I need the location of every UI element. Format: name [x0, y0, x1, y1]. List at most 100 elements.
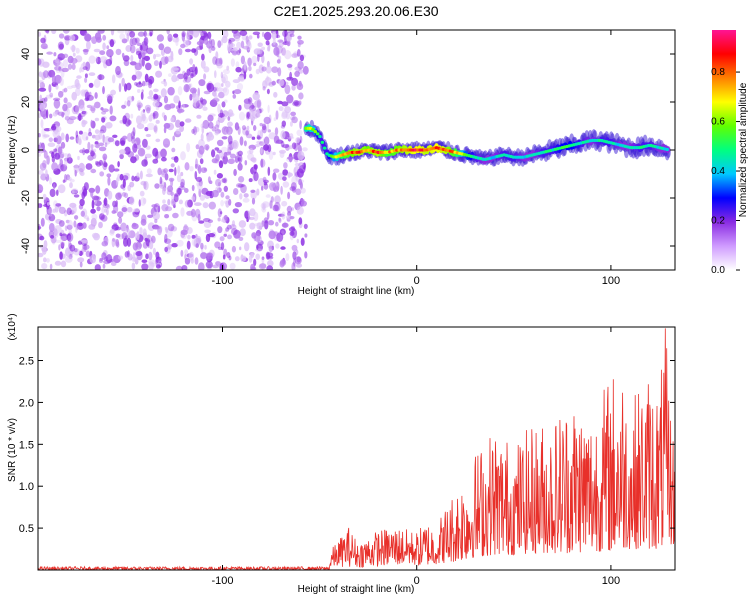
noise-blob	[167, 243, 172, 250]
noise-blob	[212, 56, 218, 65]
chart-title: C2E1.2025.293.20.06.E30	[273, 3, 438, 19]
noise-blob	[238, 220, 247, 228]
noise-blob	[205, 190, 214, 197]
noise-blob	[180, 151, 186, 161]
noise-blob	[281, 120, 286, 127]
noise-blob	[106, 208, 109, 216]
noise-blob	[291, 244, 298, 252]
noise-blob	[294, 66, 302, 71]
noise-blob	[98, 221, 103, 229]
noise-blob	[182, 225, 189, 233]
noise-blob	[177, 187, 182, 195]
noise-blob	[164, 246, 169, 253]
noise-blob	[230, 153, 236, 159]
noise-blob	[253, 62, 257, 67]
noise-blob	[293, 100, 300, 106]
noise-blob	[289, 231, 295, 237]
noise-blob	[225, 195, 230, 200]
noise-blob	[112, 200, 117, 208]
noise-blob	[207, 31, 212, 39]
noise-blob	[115, 192, 122, 200]
noise-blob	[173, 204, 176, 209]
noise-blob	[83, 32, 90, 42]
noise-blob	[54, 152, 61, 160]
noise-blob	[196, 163, 200, 171]
noise-blob	[60, 260, 67, 268]
noise-blob	[66, 232, 74, 242]
noise-blob	[45, 258, 50, 263]
noise-blob	[40, 173, 47, 181]
noise-blob	[141, 57, 145, 67]
noise-blob	[234, 202, 242, 208]
noise-blob	[51, 30, 57, 34]
noise-blob	[251, 157, 257, 163]
noise-blob	[115, 226, 122, 231]
noise-blob	[180, 43, 186, 49]
noise-blob	[287, 136, 295, 140]
noise-blob	[240, 40, 245, 49]
noise-blob	[160, 48, 165, 57]
noise-blob	[175, 265, 183, 270]
noise-blob	[153, 88, 159, 93]
noise-blob	[144, 73, 149, 83]
noise-blob	[122, 175, 129, 181]
noise-blob	[129, 44, 136, 54]
noise-blob	[102, 42, 106, 51]
noise-blob	[138, 199, 141, 207]
noise-blob	[162, 138, 171, 148]
noise-blob	[71, 188, 79, 194]
noise-blob	[91, 199, 95, 209]
noise-blob	[230, 58, 235, 67]
noise-blob	[66, 207, 72, 216]
noise-blob	[181, 32, 186, 42]
noise-blob	[154, 53, 161, 58]
noise-blob	[99, 50, 106, 56]
noise-blob	[163, 95, 169, 104]
noise-blob	[275, 243, 280, 249]
noise-blob	[239, 136, 244, 146]
noise-blob	[51, 162, 58, 171]
spectrogram-x-ticks: -100 0 100	[211, 30, 620, 287]
noise-blob	[203, 221, 212, 228]
snr-y-ticks: 0.5 1.0 1.5 2.0 2.5	[19, 356, 675, 535]
noise-blob	[282, 30, 288, 37]
noise-blob	[139, 44, 143, 51]
noise-blob	[95, 185, 101, 194]
noise-blob	[128, 196, 135, 206]
noise-blob	[172, 135, 175, 141]
snr-multiplier-label: (x10⁴)	[7, 313, 18, 340]
noise-blob	[298, 68, 304, 74]
noise-blob	[296, 82, 304, 91]
noise-blob	[167, 86, 175, 96]
noise-blob	[124, 30, 131, 36]
noise-blob	[242, 197, 250, 203]
noise-blob	[227, 158, 235, 165]
noise-blob	[186, 30, 194, 38]
noise-blob	[121, 38, 128, 44]
noise-blob	[126, 32, 130, 42]
noise-blob	[288, 227, 296, 232]
noise-blob	[200, 252, 208, 260]
noise-blob	[281, 222, 289, 228]
noise-blob	[57, 146, 63, 155]
noise-blob	[262, 201, 270, 208]
noise-blob	[96, 206, 101, 212]
noise-blob	[75, 225, 78, 234]
noise-blob	[294, 256, 302, 265]
noise-blob	[266, 211, 270, 220]
noise-blob	[62, 59, 69, 68]
noise-blob	[167, 55, 174, 63]
noise-blob	[189, 87, 197, 94]
noise-blob	[40, 217, 45, 227]
noise-blob	[296, 206, 304, 215]
noise-blob	[104, 208, 107, 213]
noise-blob	[66, 157, 73, 164]
noise-blob	[184, 257, 191, 265]
noise-blob	[137, 89, 141, 93]
noise-blob	[191, 48, 197, 53]
noise-blob	[130, 54, 134, 62]
noise-blob	[117, 161, 120, 168]
y-tick-label: 1.5	[19, 439, 34, 451]
noise-blob	[231, 139, 239, 150]
noise-blob	[219, 263, 225, 270]
